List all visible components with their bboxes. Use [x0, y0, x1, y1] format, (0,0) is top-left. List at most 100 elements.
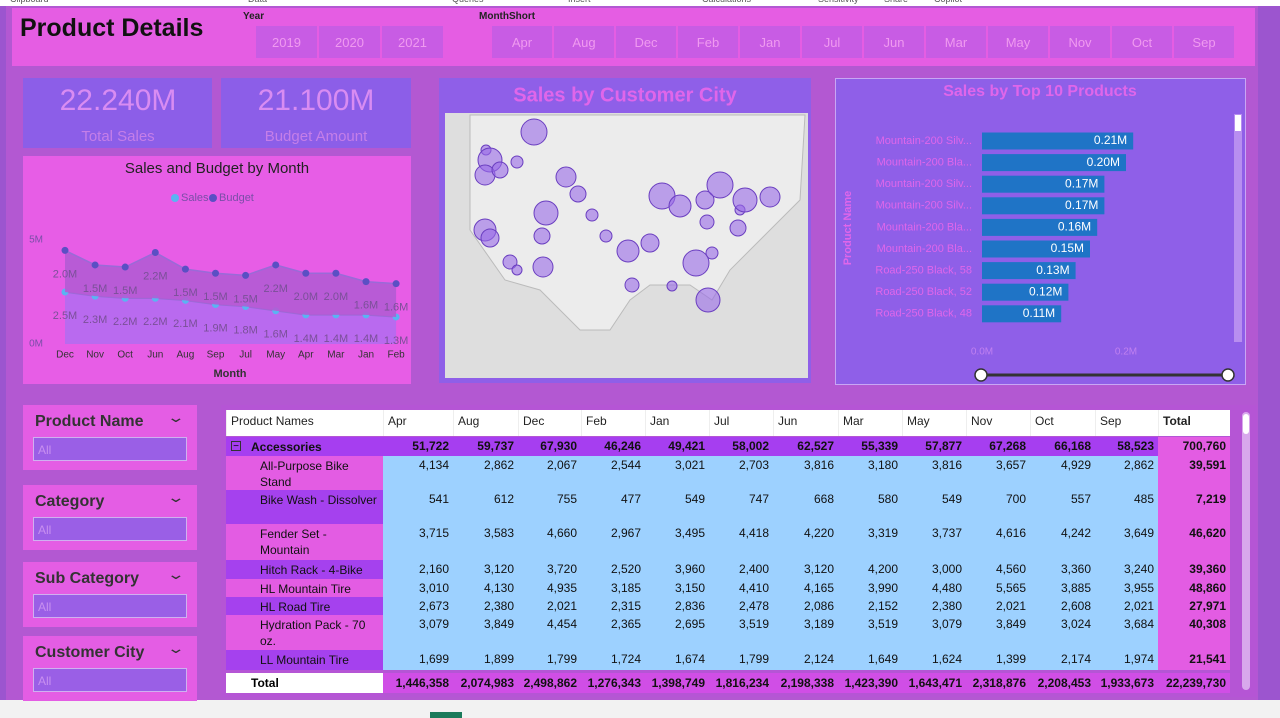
cell: 3,960 [645, 560, 709, 579]
map-attribution: © 2024 TomTom, © 2024 Microsoft Corporat… [570, 364, 738, 373]
month-button[interactable]: Apr [492, 26, 552, 58]
cell: 2,086 [773, 597, 838, 615]
year-button[interactable]: 2020 [319, 26, 380, 58]
cell: 2,021 [966, 597, 1030, 615]
expand-icon: − [231, 441, 241, 452]
column-header: Product Names [226, 410, 383, 436]
cell: 62,527 [773, 437, 838, 456]
cell: 3,319 [838, 524, 902, 560]
cell: 4,929 [1030, 456, 1095, 490]
scrollbar[interactable] [1242, 412, 1250, 690]
filter-dropdown[interactable]: All [33, 668, 187, 692]
month-button[interactable]: Aug [554, 26, 614, 58]
cell: 3,849 [453, 615, 518, 650]
year-button[interactable]: 2019 [256, 26, 317, 58]
cell: 1,799 [518, 650, 581, 670]
ribbon-label: Calculations [702, 0, 751, 4]
cell: 3,189 [773, 615, 838, 650]
total-cell: 1,643,471 [902, 673, 966, 693]
cell: 1,699 [383, 650, 453, 670]
cell: 5,565 [966, 579, 1030, 597]
cell: 580 [838, 490, 902, 524]
cell: 3,021 [645, 456, 709, 490]
cell: 3,000 [902, 560, 966, 579]
column-header: Jan [645, 410, 709, 436]
scroll-thumb[interactable] [1243, 414, 1249, 434]
cell: 3,816 [773, 456, 838, 490]
cell: 3,816 [902, 456, 966, 490]
cell: 57,877 [902, 437, 966, 456]
cell: 1,649 [838, 650, 902, 670]
cell: 3,180 [838, 456, 902, 490]
cell: 3,024 [1030, 615, 1095, 650]
map-terms[interactable]: Terms [760, 364, 782, 373]
cell: 1,624 [902, 650, 966, 670]
cell: 3,955 [1095, 579, 1158, 597]
month-button[interactable]: Dec [616, 26, 676, 58]
cell: 3,120 [773, 560, 838, 579]
month-button[interactable]: Oct [1112, 26, 1172, 58]
month-button[interactable]: Feb [678, 26, 738, 58]
total-cell: 1,276,343 [581, 673, 645, 693]
cell: 2,520 [581, 560, 645, 579]
row-header: Hitch Rack - 4-Bike [226, 560, 383, 579]
cell: 2,673 [383, 597, 453, 615]
chevron: ⌄ [166, 640, 186, 656]
cell: 3,360 [1030, 560, 1095, 579]
cell: 59,737 [453, 437, 518, 456]
filter-dropdown[interactable]: All [33, 594, 187, 618]
ribbon-label: Sensitivity [818, 0, 859, 4]
filter-dropdown[interactable]: All [33, 517, 187, 541]
month-button[interactable]: Sep [1174, 26, 1234, 58]
line-panel [23, 156, 411, 384]
cell: 4,560 [966, 560, 1030, 579]
cell: 3,684 [1095, 615, 1158, 650]
month-button[interactable]: Jan [740, 26, 800, 58]
month-button[interactable]: Jul [802, 26, 862, 58]
cell: 2,862 [453, 456, 518, 490]
cell: 4,220 [773, 524, 838, 560]
month-button[interactable]: Nov [1050, 26, 1110, 58]
kpi-value: 21.100M [257, 84, 375, 117]
tab[interactable] [430, 712, 462, 718]
cell: 66,168 [1030, 437, 1095, 456]
month-button[interactable]: Mar [926, 26, 986, 58]
cell: 485 [1095, 490, 1158, 524]
cell: 700 [966, 490, 1030, 524]
kpi-value: 22.240M [59, 84, 177, 117]
cell: 549 [645, 490, 709, 524]
cell: 2,703 [709, 456, 773, 490]
cell: 2,152 [838, 597, 902, 615]
cell: 1,724 [581, 650, 645, 670]
column-header: Jun [773, 410, 838, 436]
kpi-card [221, 78, 411, 148]
column-header: Aug [453, 410, 518, 436]
total-cell: 1,423,390 [838, 673, 902, 693]
cell: 2,608 [1030, 597, 1095, 615]
cell: 2,380 [453, 597, 518, 615]
month-button[interactable]: May [988, 26, 1048, 58]
ribbon-label: Data [248, 0, 267, 4]
cell: 58,523 [1095, 437, 1158, 456]
cell: 3,010 [383, 579, 453, 597]
chevron: ⌄ [166, 489, 186, 505]
cell: 2,380 [902, 597, 966, 615]
cell: 4,242 [1030, 524, 1095, 560]
total-cell: 1,816,234 [709, 673, 773, 693]
cell: 2,478 [709, 597, 773, 615]
cell: 3,720 [518, 560, 581, 579]
cell: 27,971 [1158, 597, 1230, 615]
column-header: Jul [709, 410, 773, 436]
year-button[interactable]: 2021 [382, 26, 443, 58]
filter-dropdown[interactable]: All [33, 437, 187, 461]
cell: 3,120 [453, 560, 518, 579]
cell: 700,760 [1158, 437, 1230, 456]
cell: 3,185 [581, 579, 645, 597]
cell: 2,021 [1095, 597, 1158, 615]
tab-bar [0, 700, 1280, 718]
row-header: LL Mountain Tire [226, 650, 383, 670]
cell: 4,616 [966, 524, 1030, 560]
cell: 3,519 [709, 615, 773, 650]
cell: 2,021 [518, 597, 581, 615]
month-button[interactable]: Jun [864, 26, 924, 58]
